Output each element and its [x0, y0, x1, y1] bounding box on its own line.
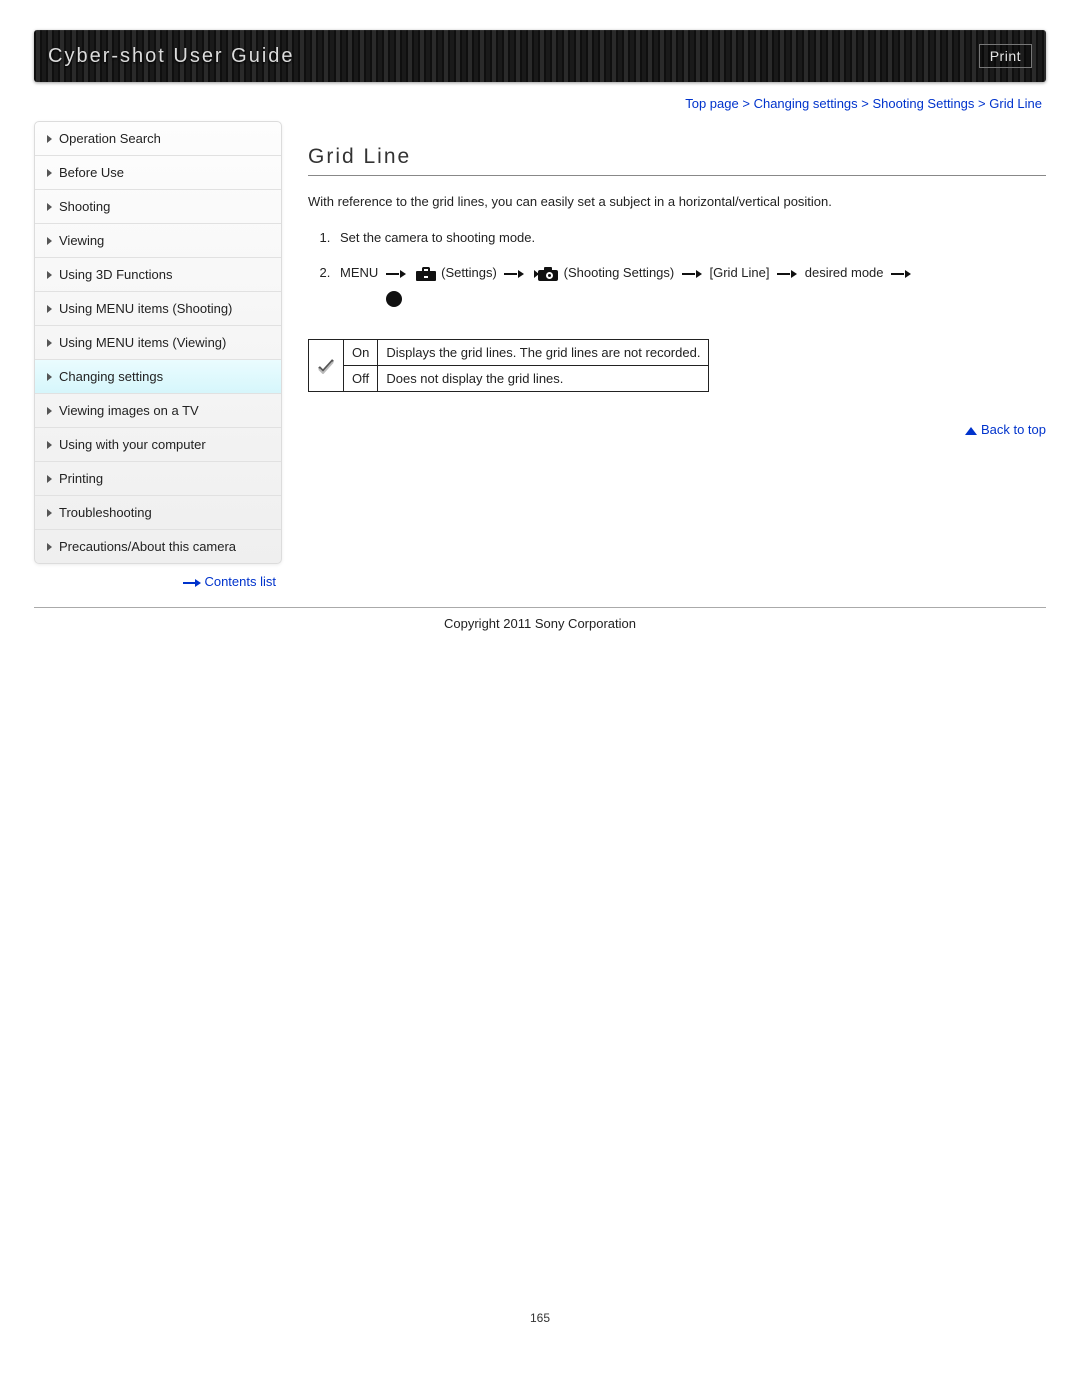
sidebar-item-tv[interactable]: Viewing images on a TV [35, 394, 281, 428]
sidebar-item-3d-functions[interactable]: Using 3D Functions [35, 258, 281, 292]
sidebar-item-label: Viewing images on a TV [59, 403, 199, 418]
sidebar-item-label: Using with your computer [59, 437, 206, 452]
breadcrumb-item-changing[interactable]: Changing settings [754, 96, 858, 111]
title-rule [308, 175, 1046, 176]
option-on-desc: Displays the grid lines. The grid lines … [378, 339, 709, 365]
sidebar-item-label: Shooting [59, 199, 110, 214]
sidebar-item-viewing[interactable]: Viewing [35, 224, 281, 258]
step-2: MENU (Settings) (Shooting Settings) [Gri… [334, 259, 1046, 317]
breadcrumb-item-grid-line[interactable]: Grid Line [989, 96, 1042, 111]
chevron-right-icon [47, 373, 52, 381]
sidebar-item-label: Changing settings [59, 369, 163, 384]
sidebar-item-operation-search[interactable]: Operation Search [35, 122, 281, 156]
sidebar-item-troubleshooting[interactable]: Troubleshooting [35, 496, 281, 530]
option-off-desc: Does not display the grid lines. [378, 365, 709, 391]
arrow-right-icon [504, 270, 524, 278]
contents-list-label: Contents list [204, 574, 276, 589]
settings-icon [416, 267, 436, 281]
steps-list: Set the camera to shooting mode. MENU (S… [308, 224, 1046, 317]
chevron-right-icon [47, 305, 52, 313]
option-off-label: Off [344, 365, 378, 391]
sidebar-item-label: Before Use [59, 165, 124, 180]
center-button-icon [386, 291, 402, 307]
shooting-settings-icon [534, 267, 558, 281]
breadcrumb-separator: > [742, 96, 753, 111]
main-content: Grid Line With reference to the grid lin… [308, 121, 1046, 437]
sidebar-item-precautions[interactable]: Precautions/About this camera [35, 530, 281, 563]
step-2-menu: MENU [340, 265, 378, 280]
chevron-right-icon [47, 271, 52, 279]
sidebar-item-label: Operation Search [59, 131, 161, 146]
header: Cyber-shot User Guide Print [34, 30, 1046, 82]
step-1: Set the camera to shooting mode. [334, 224, 1046, 259]
option-on-label: On [344, 339, 378, 365]
intro-text: With reference to the grid lines, you ca… [308, 192, 1046, 212]
arrow-right-icon [891, 270, 911, 278]
breadcrumb-item-top[interactable]: Top page [685, 96, 739, 111]
options-table: On Displays the grid lines. The grid lin… [308, 339, 709, 392]
sidebar-item-label: Printing [59, 471, 103, 486]
back-to-top-link[interactable]: Back to top [965, 422, 1046, 437]
back-to-top-label: Back to top [981, 422, 1046, 437]
sidebar-item-menu-shooting[interactable]: Using MENU items (Shooting) [35, 292, 281, 326]
triangle-up-icon [965, 427, 977, 435]
breadcrumb-item-shooting-settings[interactable]: Shooting Settings [873, 96, 975, 111]
sidebar-item-before-use[interactable]: Before Use [35, 156, 281, 190]
table-row: Off Does not display the grid lines. [309, 365, 709, 391]
arrow-right-icon [777, 270, 797, 278]
sidebar-item-printing[interactable]: Printing [35, 462, 281, 496]
app-title: Cyber-shot User Guide [48, 45, 295, 68]
sidebar-item-label: Using MENU items (Shooting) [59, 301, 232, 316]
step-2-desired: desired mode [805, 265, 884, 280]
footer-rule [34, 607, 1046, 608]
contents-list-link[interactable]: Contents list [183, 574, 276, 589]
arrow-right-icon [682, 270, 702, 278]
chevron-right-icon [47, 135, 52, 143]
sidebar-item-label: Using MENU items (Viewing) [59, 335, 226, 350]
page-number: 165 [34, 1311, 1046, 1325]
sidebar-item-shooting[interactable]: Shooting [35, 190, 281, 224]
step-2-gridline: [Grid Line] [710, 265, 770, 280]
page-title: Grid Line [308, 145, 1046, 169]
default-indicator-cell [309, 339, 344, 391]
copyright-text: Copyright 2011 Sony Corporation [34, 616, 1046, 631]
step-2-shooting: (Shooting Settings) [564, 265, 675, 280]
sidebar: Operation Search Before Use Shooting Vie… [34, 121, 282, 564]
chevron-right-icon [47, 339, 52, 347]
arrow-right-icon [183, 580, 201, 586]
chevron-right-icon [47, 509, 52, 517]
sidebar-item-changing-settings[interactable]: Changing settings [35, 360, 281, 394]
breadcrumb-separator: > [861, 96, 872, 111]
sidebar-item-label: Using 3D Functions [59, 267, 172, 282]
arrow-right-icon [386, 270, 406, 278]
sidebar-item-menu-viewing[interactable]: Using MENU items (Viewing) [35, 326, 281, 360]
chevron-right-icon [47, 169, 52, 177]
sidebar-item-label: Viewing [59, 233, 104, 248]
chevron-right-icon [47, 543, 52, 551]
chevron-right-icon [47, 475, 52, 483]
chevron-right-icon [47, 203, 52, 211]
chevron-right-icon [47, 407, 52, 415]
sidebar-item-label: Troubleshooting [59, 505, 152, 520]
check-default-icon [317, 358, 335, 374]
sidebar-item-computer[interactable]: Using with your computer [35, 428, 281, 462]
step-2-settings: (Settings) [441, 265, 497, 280]
breadcrumb: Top page > Changing settings > Shooting … [34, 96, 1042, 111]
chevron-right-icon [47, 237, 52, 245]
print-button[interactable]: Print [979, 44, 1032, 68]
chevron-right-icon [47, 441, 52, 449]
sidebar-item-label: Precautions/About this camera [59, 539, 236, 554]
table-row: On Displays the grid lines. The grid lin… [309, 339, 709, 365]
step-1-text: Set the camera to shooting mode. [340, 230, 535, 245]
breadcrumb-separator: > [978, 96, 989, 111]
